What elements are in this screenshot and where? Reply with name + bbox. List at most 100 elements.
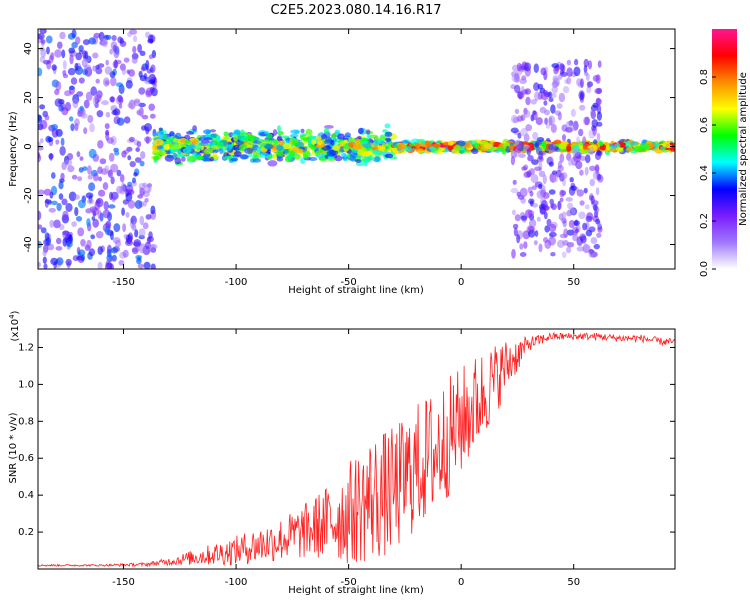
spectrogram-cell [547, 91, 553, 98]
spectrogram-cell [660, 146, 666, 151]
spectrogram-cell [138, 228, 146, 238]
spectrogram-cell [566, 67, 573, 77]
spectrogram-cell [548, 116, 553, 126]
spectrogram-cell [140, 151, 146, 160]
spectrogram-cell [186, 131, 195, 135]
spectrogram-cell [101, 100, 109, 106]
spectrogram-cell [80, 239, 86, 247]
x-tick-label: 50 [567, 277, 580, 288]
spectrogram-cell [578, 128, 584, 137]
spectrogram-cell [39, 46, 45, 52]
spectrogram-cell [384, 123, 391, 129]
spectrogram-cell [60, 137, 65, 146]
spectrogram-cell [144, 198, 149, 203]
spectrogram-cell [181, 156, 186, 162]
spectrogram-cell [121, 66, 126, 76]
spectrogram-cell [59, 31, 66, 40]
spectrogram-cell [594, 88, 602, 95]
spectrogram-cell [133, 99, 141, 107]
spectrogram-cell [273, 139, 278, 146]
spectrogram-cell [148, 231, 153, 239]
spectrogram-cell [133, 172, 138, 177]
spectrogram-cell [65, 203, 73, 212]
spectrogram-cell [38, 114, 43, 124]
spectrogram-cell [134, 200, 143, 209]
spectrogram-cell [71, 174, 78, 180]
spectrogram-cell [86, 239, 92, 250]
spectrogram-cell [591, 125, 597, 131]
spectrogram-cell [582, 244, 591, 254]
y-tick-label: 0 [23, 143, 34, 149]
spectrogram-cell [441, 147, 446, 152]
spectrogram-cell [570, 108, 576, 117]
spectrogram-cell [154, 152, 165, 156]
spectrogram-cell [233, 129, 242, 136]
spectrogram-cell [266, 133, 273, 139]
spectrogram-cell [589, 165, 596, 172]
spectrogram-cell [424, 140, 430, 147]
spectrogram-cell [545, 123, 551, 129]
spectrogram-cell [595, 165, 600, 175]
spectrogram-cell [77, 176, 83, 182]
spectrogram-cell [551, 86, 558, 94]
spectrogram-cell [95, 231, 104, 239]
spectrogram-cell [518, 153, 526, 159]
snr-series-line [38, 331, 675, 568]
spectrogram-cell [544, 117, 548, 126]
spectrogram-cell [454, 144, 461, 151]
spectrogram-cell [442, 141, 450, 146]
spectrogram-cell [49, 219, 55, 228]
snr-y-axis-label: SNR (10 * v/v) [8, 412, 19, 483]
spectrogram-cell [46, 35, 53, 44]
spectrogram-cell [584, 154, 591, 164]
spectrogram-cell [116, 117, 125, 126]
spectrogram-cell [523, 171, 531, 178]
spectrogram-cell [108, 204, 116, 209]
spectrogram-cell [132, 35, 138, 43]
spectrogram-cell [548, 143, 554, 151]
spectrogram-cell [317, 139, 323, 146]
spectrogram-cell [174, 157, 182, 165]
spectrogram-cell [521, 166, 527, 171]
spectrogram-cell [281, 135, 290, 139]
spectrogram-cell [259, 142, 266, 147]
spectrogram-cell [590, 109, 596, 117]
spectrogram-cell [530, 99, 537, 105]
spectrogram-cell [568, 160, 572, 166]
spectrogram-cell [548, 161, 554, 167]
spectrogram-cell [525, 96, 531, 106]
spectrogram-cell [203, 148, 213, 155]
spectrogram-cell [127, 102, 134, 109]
spectrogram-cell [580, 155, 586, 161]
spectrogram-cell [331, 132, 337, 139]
spectrogram-cell [264, 130, 270, 135]
spectrogram-cell [78, 77, 85, 84]
spectrogram-cell [596, 132, 601, 141]
spectrogram-cell [593, 243, 600, 250]
spectrogram-cell [38, 261, 41, 268]
spectrogram-cell [372, 149, 380, 155]
spectrogram-panel: -150 -100 -50 0 50 -40 -20 0 20 40 Height of str… [8, 28, 676, 296]
spectrogram-cell [560, 140, 569, 145]
spectrogram-cell [573, 220, 580, 227]
spectrogram-y-ticks: -40 -20 0 20 40 [23, 42, 675, 253]
spectrogram-cell [309, 144, 317, 150]
spectrogram-cell [38, 189, 45, 195]
spectrogram-cell [360, 151, 370, 157]
spectrogram-cell [135, 147, 140, 153]
spectrogram-cell [368, 134, 379, 139]
spectrogram-cell [75, 52, 82, 61]
spectrogram-cell [215, 135, 221, 142]
spectrogram-cell [58, 193, 64, 200]
spectrogram-cell [105, 34, 112, 40]
spectrogram-cell [558, 143, 568, 150]
spectrogram-cell [546, 218, 552, 226]
spectrogram-cell [118, 259, 125, 266]
spectrogram-cell [78, 199, 86, 209]
spectrogram-cell [85, 91, 93, 102]
spectrogram-cell [81, 58, 88, 68]
spectrogram-cell [385, 138, 391, 142]
spectrogram-cell [549, 198, 554, 205]
spectrogram-cell [334, 129, 341, 135]
spectrogram-cell [69, 116, 74, 122]
